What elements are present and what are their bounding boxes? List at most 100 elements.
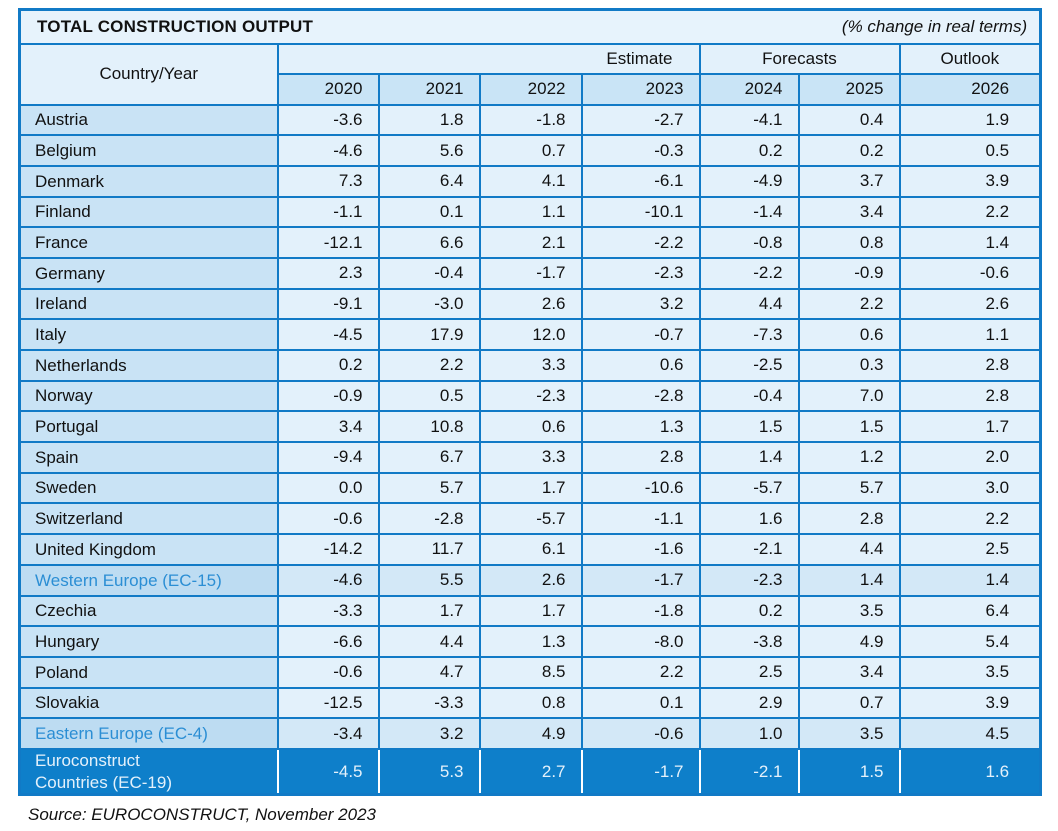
value-cell: 3.2 bbox=[580, 287, 701, 321]
table-row: Slovakia -12.5 -3.3 0.8 0.1 2.9 0.7 3.9 bbox=[18, 686, 1042, 720]
row-label: Germany bbox=[18, 256, 279, 290]
value-cell: 1.9 bbox=[898, 103, 1042, 137]
table-row: Eastern Europe (EC-4) -3.4 3.2 4.9 -0.6 1.0 3.… bbox=[18, 717, 1042, 750]
value-cell: 0.4 bbox=[797, 103, 901, 137]
value-cell: -0.6 bbox=[276, 655, 380, 689]
value-cell: 1.7 bbox=[377, 594, 481, 628]
value-cell: 1.7 bbox=[898, 410, 1042, 444]
value-cell: 0.0 bbox=[276, 471, 380, 505]
value-cell: 2.7 bbox=[478, 747, 583, 797]
value-cell: 5.3 bbox=[377, 747, 481, 797]
value-cell: -0.4 bbox=[377, 256, 481, 290]
value-cell: 1.0 bbox=[698, 717, 800, 750]
value-cell: -2.2 bbox=[580, 226, 701, 259]
value-cell: 3.5 bbox=[898, 655, 1042, 689]
row-label: Netherlands bbox=[18, 349, 279, 382]
table-title: TOTAL CONSTRUCTION OUTPUT bbox=[37, 16, 314, 36]
value-cell: -1.1 bbox=[276, 195, 380, 229]
value-cell: 1.8 bbox=[377, 103, 481, 137]
table-row: Denmark 7.3 6.4 4.1 -6.1 -4.9 3.7 3.9 bbox=[18, 164, 1042, 198]
value-cell: 10.8 bbox=[377, 410, 481, 444]
value-cell: -7.3 bbox=[698, 318, 800, 351]
value-cell: 1.3 bbox=[580, 410, 701, 444]
value-cell: 1.7 bbox=[478, 594, 583, 628]
value-cell: 2.8 bbox=[898, 379, 1042, 413]
value-cell: 0.6 bbox=[797, 318, 901, 351]
value-cell: 0.5 bbox=[377, 379, 481, 413]
value-cell: 0.2 bbox=[276, 349, 380, 382]
year-header-row: 2020 2021 2022 2023 2024 2025 2026 bbox=[20, 72, 1042, 106]
value-cell: 2.2 bbox=[580, 655, 701, 689]
construction-output-table: TOTAL CONSTRUCTION OUTPUT (% change in r… bbox=[18, 8, 1043, 797]
value-cell: 1.4 bbox=[797, 563, 901, 597]
year-header: 2020 bbox=[276, 72, 380, 106]
value-cell: 4.7 bbox=[377, 655, 481, 689]
value-cell: -2.1 bbox=[698, 747, 800, 797]
value-cell: 1.4 bbox=[698, 441, 800, 474]
row-label: Belgium bbox=[18, 134, 279, 167]
value-cell: 0.8 bbox=[478, 686, 583, 720]
value-cell: 3.2 bbox=[377, 717, 481, 750]
value-cell: 3.9 bbox=[898, 686, 1042, 720]
row-label: Ireland bbox=[18, 287, 279, 321]
table-row: Ireland -9.1 -3.0 2.6 3.2 4.4 2.2 2.6 bbox=[18, 287, 1042, 321]
value-cell: -2.2 bbox=[698, 256, 800, 290]
value-cell: -10.6 bbox=[580, 471, 701, 505]
value-cell: 5.7 bbox=[797, 471, 901, 505]
year-header: 2023 bbox=[580, 72, 701, 106]
value-cell: 1.1 bbox=[898, 318, 1042, 351]
value-cell: -12.1 bbox=[276, 226, 380, 259]
value-cell: 2.6 bbox=[898, 287, 1042, 321]
outlook-group-header: Outlook bbox=[898, 42, 1042, 75]
value-cell: -0.6 bbox=[276, 502, 380, 536]
value-cell: -1.1 bbox=[580, 502, 701, 536]
row-label: Portugal bbox=[18, 410, 279, 444]
table-row: Italy -4.5 17.9 12.0 -0.7 -7.3 0.6 1.1 bbox=[18, 318, 1042, 351]
value-cell: 2.8 bbox=[898, 349, 1042, 382]
value-cell: 6.1 bbox=[478, 533, 583, 566]
value-cell: 4.4 bbox=[797, 533, 901, 566]
value-cell: 8.5 bbox=[478, 655, 583, 689]
estimate-group-header: Estimate bbox=[276, 42, 701, 75]
value-cell: -2.8 bbox=[580, 379, 701, 413]
value-cell: -4.1 bbox=[698, 103, 800, 137]
value-cell: 2.6 bbox=[478, 563, 583, 597]
value-cell: 2.2 bbox=[797, 287, 901, 321]
table-row: Hungary -6.6 4.4 1.3 -8.0 -3.8 4.9 5.4 bbox=[18, 625, 1042, 658]
value-cell: 2.9 bbox=[698, 686, 800, 720]
value-cell: 5.4 bbox=[898, 625, 1042, 658]
table-row: Austria -3.6 1.8 -1.8 -2.7 -4.1 0.4 1.9 bbox=[18, 103, 1042, 137]
table-row: Finland -1.1 0.1 1.1 -10.1 -1.4 3.4 2.2 bbox=[18, 195, 1042, 229]
row-label: Austria bbox=[18, 103, 279, 137]
value-cell: 0.6 bbox=[580, 349, 701, 382]
country-year-header: Country/Year bbox=[18, 42, 279, 106]
value-cell: 3.4 bbox=[276, 410, 380, 444]
value-cell: -6.6 bbox=[276, 625, 380, 658]
year-header: 2021 bbox=[377, 72, 481, 106]
value-cell: 0.8 bbox=[797, 226, 901, 259]
value-cell: 1.5 bbox=[797, 410, 901, 444]
table-row: Spain -9.4 6.7 3.3 2.8 1.4 1.2 2.0 bbox=[18, 441, 1042, 474]
value-cell: 3.4 bbox=[797, 195, 901, 229]
value-cell: -0.6 bbox=[580, 717, 701, 750]
source-note: Source: EUROCONSTRUCT, November 2023 bbox=[28, 805, 376, 825]
value-cell: -5.7 bbox=[478, 502, 583, 536]
value-cell: 3.9 bbox=[898, 164, 1042, 198]
year-header: 2022 bbox=[478, 72, 583, 106]
value-cell: 11.7 bbox=[377, 533, 481, 566]
value-cell: 6.4 bbox=[377, 164, 481, 198]
table-row: Switzerland -0.6 -2.8 -5.7 -1.1 1.6 2.8 2.2 bbox=[18, 502, 1042, 536]
value-cell: -1.7 bbox=[478, 256, 583, 290]
value-cell: -3.0 bbox=[377, 287, 481, 321]
value-cell: -2.3 bbox=[698, 563, 800, 597]
value-cell: 1.6 bbox=[898, 747, 1043, 797]
value-cell: -0.6 bbox=[898, 256, 1042, 290]
value-cell: 3.4 bbox=[797, 655, 901, 689]
value-cell: -9.1 bbox=[276, 287, 380, 321]
value-cell: -6.1 bbox=[580, 164, 701, 198]
value-cell: 7.3 bbox=[276, 164, 380, 198]
value-cell: -0.8 bbox=[698, 226, 800, 259]
value-cell: 5.6 bbox=[377, 134, 481, 167]
value-cell: -1.7 bbox=[580, 563, 701, 597]
value-cell: 4.1 bbox=[478, 164, 583, 198]
